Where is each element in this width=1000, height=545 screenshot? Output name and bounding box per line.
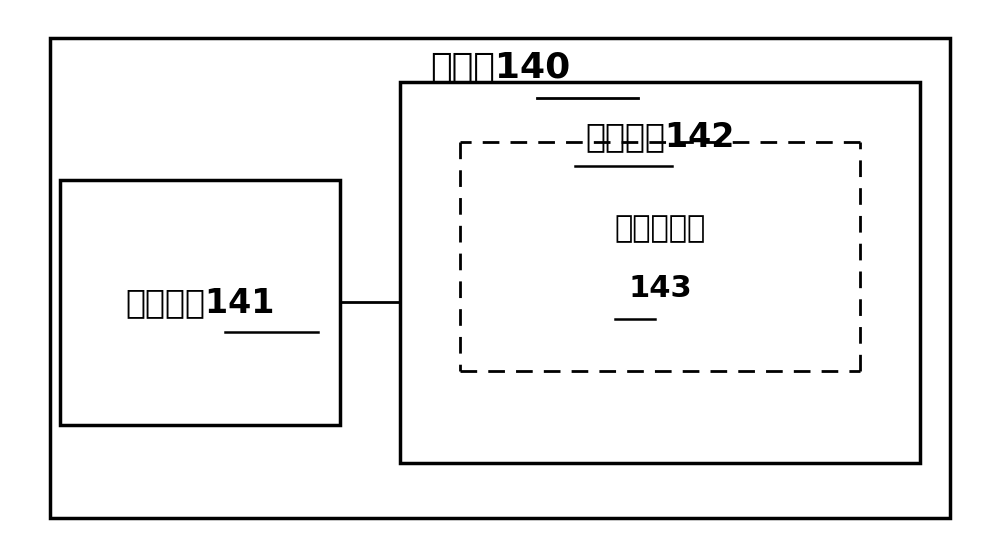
Text: 存储单元142: 存储单元142 bbox=[585, 120, 735, 153]
FancyBboxPatch shape bbox=[60, 180, 340, 425]
FancyBboxPatch shape bbox=[400, 82, 920, 463]
Text: 处理单元141: 处理单元141 bbox=[125, 286, 275, 319]
Text: 计算机程序: 计算机程序 bbox=[614, 214, 706, 244]
Text: 143: 143 bbox=[628, 274, 692, 304]
FancyBboxPatch shape bbox=[50, 38, 950, 518]
Text: 控制器140: 控制器140 bbox=[430, 51, 570, 85]
